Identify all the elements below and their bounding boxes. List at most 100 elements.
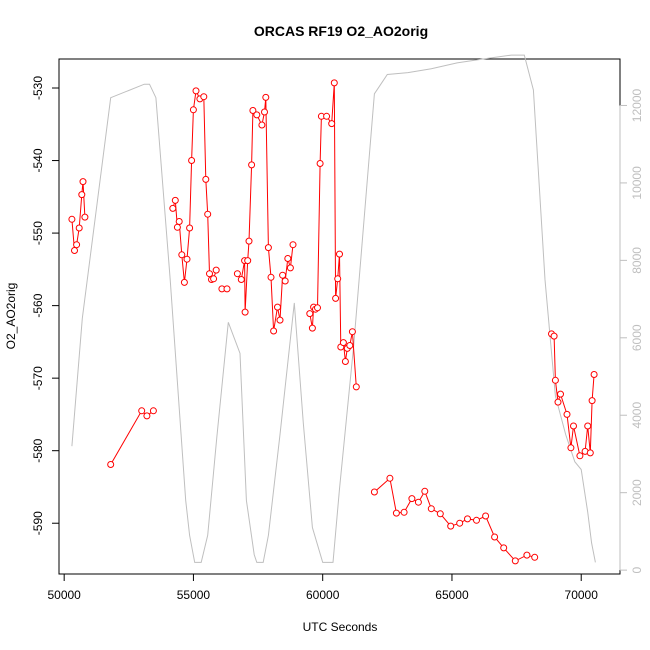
red-data-point: [253, 111, 261, 119]
y2-tick-label: 0: [630, 566, 644, 573]
red-data-point: [332, 294, 340, 302]
y-tick-label: -580: [31, 438, 45, 462]
red-data-point: [206, 270, 213, 278]
red-data-point: [286, 264, 294, 272]
red-data-point: [386, 474, 394, 482]
red-data-point: [68, 215, 76, 223]
red-data-point: [334, 275, 342, 283]
red-data-point: [500, 544, 508, 552]
red-data-point: [241, 308, 249, 316]
red-data-point: [274, 303, 281, 311]
red-data-point: [183, 255, 191, 263]
red-data-point: [427, 505, 435, 513]
red-data-point: [554, 398, 562, 406]
y-tick-label: -550: [31, 221, 45, 245]
red-data-point: [186, 224, 194, 232]
red-data-point: [284, 255, 292, 262]
red-data-point: [563, 410, 571, 418]
red-data-point: [73, 241, 81, 249]
red-data-point: [400, 508, 408, 516]
red-data-point: [482, 512, 490, 520]
red-data-point: [244, 257, 252, 265]
red-data-point: [323, 112, 331, 120]
red-data-point: [107, 461, 115, 468]
red-data-point: [270, 327, 278, 335]
red-data-point: [149, 407, 157, 415]
x-axis: 50000 55000 60000 65000 70000: [47, 574, 598, 602]
y2-tick-label: 6000: [630, 324, 644, 351]
red-data-point: [223, 285, 231, 293]
red-data-point: [590, 371, 598, 378]
red-data-point: [330, 79, 338, 87]
y-tick-label: -590: [31, 511, 45, 535]
red-data-point: [456, 519, 464, 527]
red-data-point: [79, 178, 87, 186]
y-axis-right: 0 2000 4000 6000 8000 10000 12000: [619, 88, 644, 573]
y-tick-label: -570: [31, 366, 45, 390]
red-data-point: [473, 516, 480, 524]
red-data-point: [550, 332, 558, 340]
y-axis-label: O2_AO2orig: [4, 283, 18, 350]
x-axis-label: UTC Seconds: [303, 620, 378, 634]
red-data-point: [289, 241, 297, 249]
red-data-point: [204, 210, 212, 218]
red-data-point: [339, 339, 347, 347]
red-data-point: [352, 383, 360, 391]
red-data-point: [531, 553, 539, 561]
red-data-point: [348, 328, 356, 336]
red-data-point: [249, 107, 257, 114]
red-data-point: [576, 452, 584, 460]
red-data-point: [267, 273, 275, 281]
red-series-segment-5: [309, 82, 357, 387]
red-data-point: [210, 275, 218, 283]
red-data-point: [200, 93, 208, 101]
y2-tick-label: 8000: [630, 247, 644, 274]
y-axis-left: -590 -580 -570 -560 -550 -540 -530: [31, 76, 59, 535]
red-data-point: [584, 422, 592, 430]
red-data-point: [281, 277, 289, 285]
red-data-point: [233, 270, 241, 278]
red-data-point: [188, 157, 196, 164]
y2-tick-label: 12000: [630, 88, 644, 122]
y2-tick-label: 4000: [630, 402, 644, 429]
red-data-point: [264, 244, 272, 252]
y-tick-label: -530: [31, 76, 45, 100]
red-data-point: [464, 515, 471, 523]
red-data-point: [175, 218, 183, 225]
red-data-point: [523, 551, 531, 559]
x-tick-label: 55000: [177, 588, 211, 602]
red-data-point: [392, 509, 400, 517]
red-data-point: [71, 247, 78, 254]
red-data-point: [248, 161, 256, 169]
red-series-segment-4: [236, 97, 294, 332]
red-data-point: [336, 250, 343, 258]
red-data-point: [171, 196, 179, 204]
red-data-point: [75, 224, 83, 232]
red-data-point: [370, 488, 378, 496]
red-data-point: [212, 266, 220, 274]
red-data-point: [192, 87, 200, 95]
y2-tick-label: 10000: [630, 166, 644, 200]
red-data-point: [245, 237, 253, 245]
red-data-point: [173, 223, 181, 231]
gray-series-line: [71, 54, 596, 563]
x-tick-label: 60000: [306, 588, 340, 602]
red-data-point: [276, 316, 284, 324]
red-series-segment-6: [374, 477, 535, 562]
red-data-point: [421, 487, 429, 495]
red-data-point: [570, 422, 577, 430]
red-series-segment-1: [110, 409, 154, 465]
x-tick-label: 50000: [47, 588, 81, 602]
x-tick-label: 65000: [435, 588, 469, 602]
red-data-point: [551, 376, 559, 384]
red-data-point: [586, 449, 594, 457]
red-data-point: [588, 397, 596, 405]
red-data-point: [279, 271, 287, 279]
red-data-point: [262, 93, 270, 101]
x-tick-label: 70000: [565, 588, 599, 602]
red-data-point: [258, 121, 266, 129]
red-data-point: [178, 251, 186, 259]
red-data-point: [308, 324, 316, 332]
red-data-point: [180, 278, 188, 286]
